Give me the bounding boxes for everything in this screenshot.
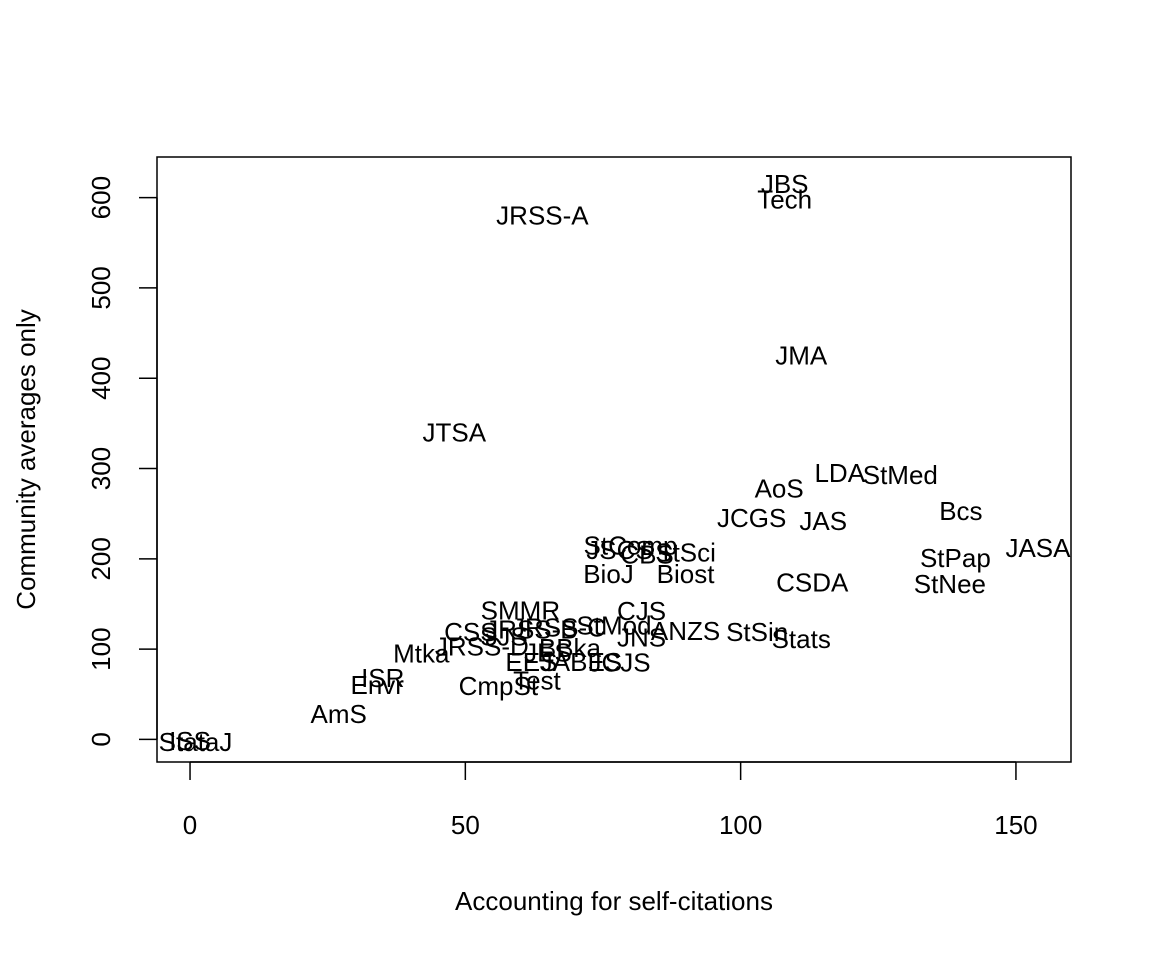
y-tick-label: 600 bbox=[86, 176, 116, 219]
point-label: ISR bbox=[361, 663, 404, 693]
point-label: StMed bbox=[863, 460, 938, 490]
point-label: ANZS bbox=[651, 616, 720, 646]
point-label: JBS bbox=[761, 169, 809, 199]
point-label: SJS bbox=[480, 621, 528, 651]
point-label: JAS bbox=[799, 506, 847, 536]
y-tick-label: 0 bbox=[86, 732, 116, 746]
point-label: JMA bbox=[775, 341, 828, 371]
x-tick-label: 150 bbox=[994, 810, 1037, 840]
point-label: JRSS-B bbox=[485, 614, 577, 644]
y-axis: 0 100 200 300 400 500 600 bbox=[86, 176, 158, 747]
point-label: Mtka bbox=[393, 639, 450, 669]
point-label: JCGS bbox=[717, 503, 786, 533]
point-label: SMMR bbox=[481, 595, 560, 625]
point-label: AoS bbox=[755, 473, 804, 503]
point-label: JRSS-A bbox=[496, 201, 589, 231]
point-label: Envr bbox=[351, 670, 405, 700]
y-tick-label: 200 bbox=[86, 537, 116, 580]
point-label: Biost bbox=[657, 559, 716, 589]
point-label: StSin bbox=[726, 617, 788, 647]
x-axis: 0 50 100 150 bbox=[183, 761, 1038, 840]
y-tick-label: 100 bbox=[86, 627, 116, 670]
point-label: StSci bbox=[655, 538, 716, 568]
point-label: JSCS bbox=[586, 535, 652, 565]
point-label: Tech bbox=[757, 184, 812, 214]
point-label: StataJ bbox=[159, 727, 233, 757]
point-label: Test bbox=[513, 666, 561, 696]
point-label: AmS bbox=[311, 699, 367, 729]
point-label: StComp bbox=[584, 530, 678, 560]
y-axis-title: Community averages only bbox=[11, 309, 41, 610]
y-tick-label: 400 bbox=[86, 357, 116, 400]
point-label: EES bbox=[505, 647, 557, 677]
x-axis-title: Accounting for self-citations bbox=[455, 886, 773, 916]
x-tick-label: 50 bbox=[451, 810, 480, 840]
x-tick-label: 0 bbox=[183, 810, 197, 840]
point-label: BBka bbox=[539, 633, 602, 663]
point-label: CmpSt bbox=[459, 671, 539, 701]
point-label: JABES bbox=[540, 647, 622, 677]
point-label: CSDA bbox=[776, 567, 849, 597]
y-tick-label: 500 bbox=[86, 266, 116, 309]
point-label: CBS bbox=[620, 539, 673, 569]
y-tick-label: 300 bbox=[86, 447, 116, 490]
point-label: JCJS bbox=[588, 648, 650, 678]
point-label: StNee bbox=[914, 569, 986, 599]
point-label: LDA bbox=[814, 458, 865, 488]
point-label: CSS bbox=[444, 617, 497, 647]
point-label: JNS bbox=[617, 622, 666, 652]
point-label: JES bbox=[524, 638, 572, 668]
point-label: JRSS-C bbox=[512, 612, 606, 642]
point-label: JTSA bbox=[423, 417, 487, 447]
point-label: CJS bbox=[617, 596, 666, 626]
x-tick-label: 100 bbox=[719, 810, 762, 840]
point-label: StMod bbox=[576, 611, 651, 641]
point-label: ISS bbox=[169, 726, 211, 756]
point-label: Bcs bbox=[939, 496, 982, 526]
point-label: StPap bbox=[920, 543, 991, 573]
point-label: BioJ bbox=[583, 559, 634, 589]
point-label: Stats bbox=[772, 624, 831, 654]
point-label: JASA bbox=[1005, 533, 1071, 563]
point-label: JRSS-D bbox=[435, 631, 529, 661]
